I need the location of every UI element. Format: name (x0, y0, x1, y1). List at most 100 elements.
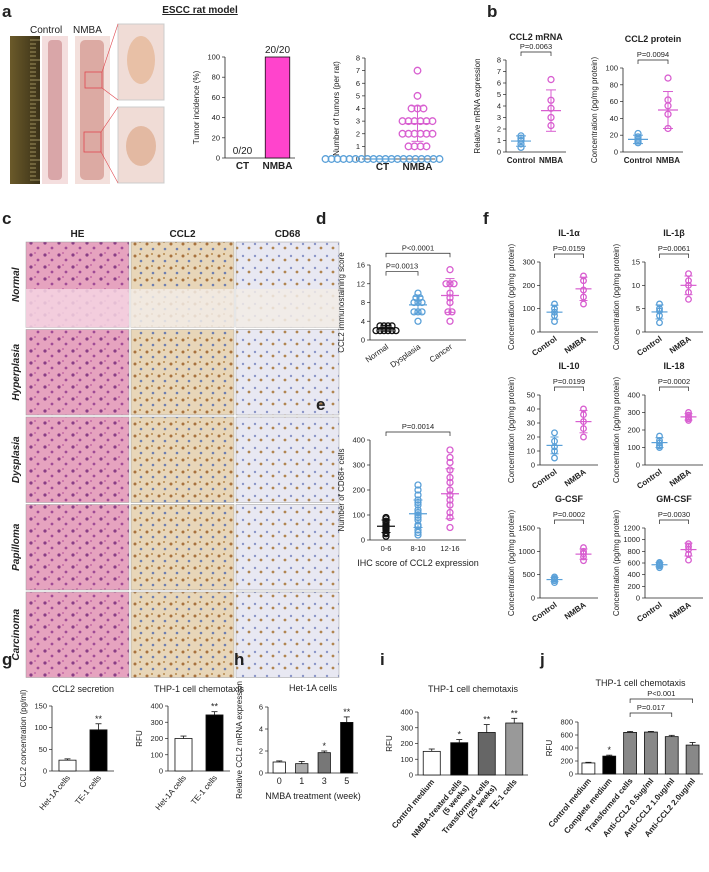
histology-row-label: Carcinoma (11, 608, 22, 660)
i-thp1-title: THP-1 cell chemotaxis (428, 684, 519, 694)
a-tumors-y-tick-label: 3 (356, 117, 360, 126)
e-cd68-point (446, 458, 454, 467)
j-thp1-1-pvalue-bracket (629, 712, 673, 717)
f-2-pvalue-label: P=0.0061 (658, 244, 690, 253)
f-3-y-tick-label: 10 (527, 447, 535, 456)
d-score-point (450, 280, 458, 288)
g-ccl2-bar (58, 759, 77, 772)
d-score-point (410, 308, 418, 316)
f-2-y-tick-label: 0 (636, 328, 640, 337)
e-cd68-y-tick-label: 200 (352, 486, 365, 495)
a-tumors-y-tick-label: 4 (356, 104, 360, 113)
f-6-x-tick-label: NMBA (668, 600, 693, 621)
thp1-chemotaxis-chart-g: 0 100 200 300 400 RFU THP-1 cell chemotaxis Het… (135, 684, 245, 812)
h-het1a-bar (317, 752, 331, 774)
a-incidence-y-tick-label: 100 (207, 53, 220, 62)
b-mrna-y-label: Relative mRNA expression (473, 58, 482, 153)
d-score-2-pvalue-label: P<0.0001 (402, 243, 434, 252)
nmba-tissue (80, 40, 104, 180)
a-tumors-point (435, 155, 444, 163)
f-1-title: IL-1α (558, 228, 580, 238)
i-thp1-significance: ** (483, 715, 491, 725)
d-score-point (392, 326, 400, 335)
i-thp1-y-tick-label: 0 (409, 771, 413, 780)
g-thp1-y-tick-label: 200 (150, 734, 163, 743)
photo-label-control: Control (30, 25, 62, 36)
f-1-y-tick-label: 200 (522, 281, 535, 290)
b-mrna-x-tick-label: Control (507, 156, 535, 165)
f-3-y-tick-label: 30 (527, 419, 535, 428)
h-het1a-title: Het-1A cells (289, 683, 338, 693)
b-protein-y-tick-label: 40 (610, 114, 618, 123)
e-cd68-x-label: IHC score of CCL2 expression (357, 558, 479, 568)
f-2-point (685, 295, 692, 303)
f-1-y-tick-label: 100 (522, 304, 535, 313)
a-incidence-y-tick-label: 80 (212, 73, 220, 82)
h-het1a-x-tick-label: 3 (322, 776, 327, 786)
zoom-box-2 (83, 131, 102, 153)
g-thp1-bar (205, 714, 224, 772)
f-5-pvalue-bracket (554, 519, 584, 524)
g-thp1-x-tick-label: TE-1 cells (189, 774, 219, 807)
j-thp1-bar (685, 744, 700, 775)
f-2-x-tick-label: Control (635, 334, 663, 358)
histology-lumen (26, 289, 129, 328)
histology-image (235, 504, 340, 591)
a-tumors-point (422, 142, 431, 151)
f-6-point (685, 556, 692, 564)
zoom-line-3 (100, 106, 119, 133)
f-3-y-tick-label: 50 (527, 391, 535, 400)
f-3-point (551, 454, 558, 462)
b-protein-y-tick-label: 100 (605, 64, 618, 73)
histology-column-header: CD68 (275, 229, 301, 240)
d-score-1-pvalue-label: P=0.0013 (386, 262, 418, 271)
i-thp1-y-label: RFU (385, 735, 394, 752)
histology-image (25, 329, 130, 416)
a-incidence-y-tick-label: 60 (212, 93, 220, 102)
b-mrna-y-tick-label: 2 (497, 125, 501, 134)
histology-image (235, 329, 340, 416)
a-incidence-y-label: Tumor incidence (%) (192, 70, 201, 144)
f-3-title: IL-10 (558, 361, 579, 371)
f-5-y-tick-label: 1500 (518, 524, 535, 533)
j-thp1-2-pvalue-bracket (629, 698, 693, 703)
h-het1a-bar (340, 722, 354, 774)
j-thp1-title: THP-1 cell chemotaxis (595, 678, 686, 688)
f-6-y-tick-label: 600 (627, 559, 640, 568)
photo-label-nmba: NMBA (73, 25, 102, 36)
h-het1a-y-tick-label: 2 (259, 747, 263, 756)
d-score-y-tick-label: 8 (361, 298, 365, 307)
b-mrna-y-tick-label: 8 (497, 56, 501, 65)
zoom-box-1 (84, 71, 103, 89)
a-tumors-x-tick-label: NMBA (403, 162, 433, 173)
a-tumors-y-tick-label: 5 (356, 91, 360, 100)
e-cd68-y-tick-label: 400 (352, 436, 365, 445)
histology-image (235, 416, 340, 503)
f-2-y-tick-label: 10 (632, 281, 640, 290)
a-tumors-y-tick-label: 7 (356, 66, 360, 75)
i-thp1-y-tick-label: 400 (400, 708, 413, 717)
b-protein-y-tick-label: 20 (610, 131, 618, 140)
f-6-y-tick-label: 1200 (623, 524, 640, 533)
cytokine-chart-4: 0 100 200 300 400 Concentration (pg/mg protei… (612, 361, 703, 491)
histology-image (25, 416, 130, 503)
a-tumors-y-tick-label: 8 (356, 54, 360, 63)
f-3-pvalue-bracket (554, 386, 584, 391)
g-ccl2-significance: ** (95, 714, 103, 724)
a-incidence-y-tick-label: 20 (212, 133, 220, 142)
h-het1a-x-tick-label: 0 (277, 776, 282, 786)
panel-c-letter: c (2, 209, 11, 228)
a-incidence-x-tick-label: NMBA (263, 161, 293, 172)
f-6-y-label: Concentration (pg/mg protein) (612, 510, 621, 617)
b-protein-point (664, 74, 672, 82)
g-thp1-y-label: RFU (135, 730, 144, 747)
f-2-y-tick-label: 5 (636, 304, 640, 313)
tumor-1 (127, 36, 155, 84)
b-protein-y-tick-label: 60 (610, 97, 618, 106)
f-2-pvalue-bracket (659, 253, 689, 258)
b-mrna-pvalue-label: P=0.0063 (520, 42, 552, 51)
j-thp1-y-tick-label: 0 (569, 770, 573, 779)
b-protein-pvalue-label: P=0.0094 (637, 50, 669, 59)
d-score-y-label: CCL2 immunostaining score (337, 252, 346, 353)
i-thp1-y-tick-label: 300 (400, 723, 413, 732)
